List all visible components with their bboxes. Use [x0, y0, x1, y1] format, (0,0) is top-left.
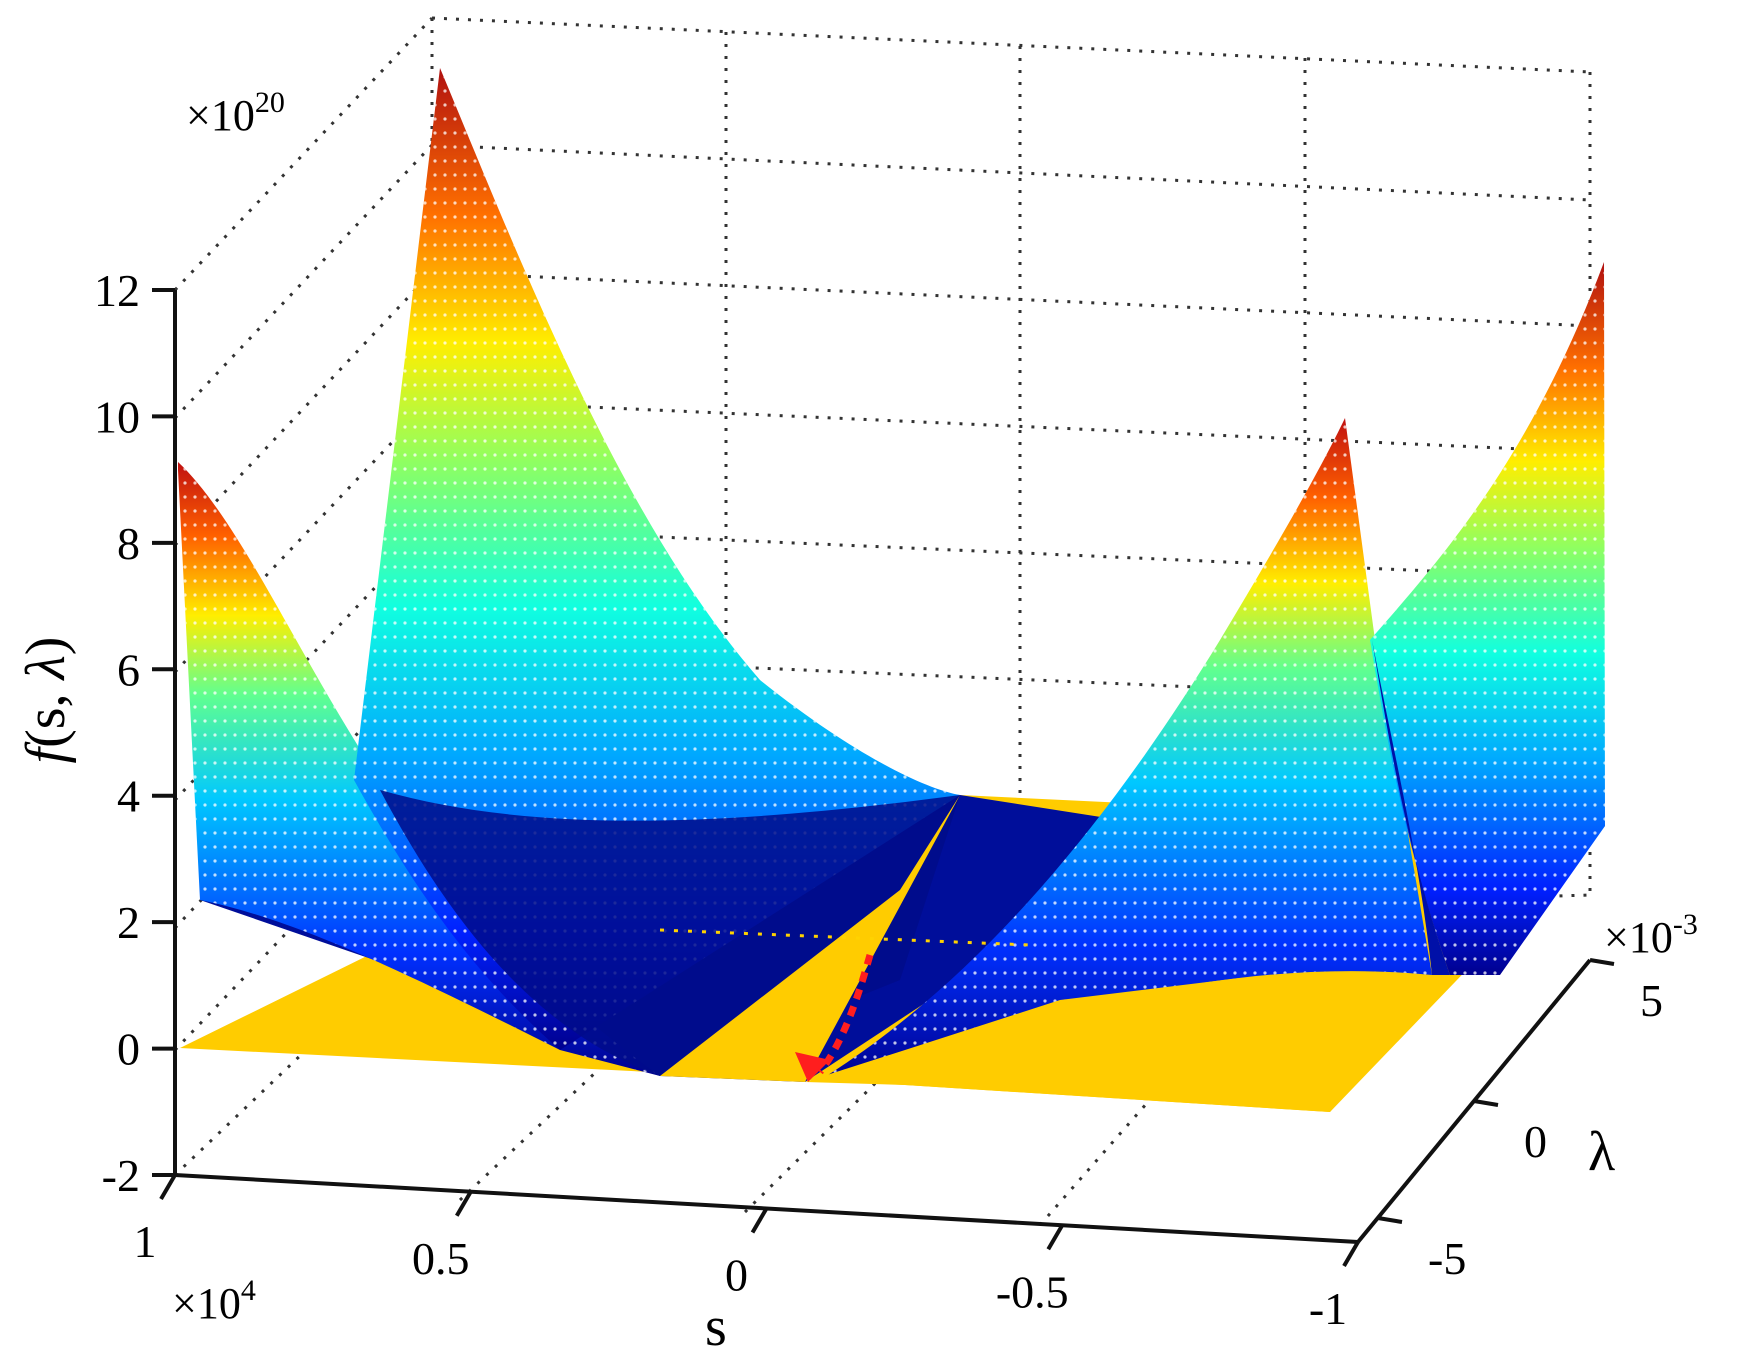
z-tick-label: 12: [94, 265, 140, 316]
y-tick-mark: [1377, 1216, 1403, 1224]
x-exponent-label: ×104: [172, 1274, 256, 1328]
z-tick-label: 0: [117, 1024, 140, 1075]
z-tick-label: 4: [117, 771, 140, 822]
y-tick-label: -5: [1428, 1233, 1466, 1284]
y-axis-title: λ: [1588, 1121, 1615, 1183]
z-tick-label: 6: [117, 644, 140, 695]
x-axis-title: s: [705, 1296, 727, 1358]
x-tick-mark: [750, 1207, 769, 1234]
z-tick-label: -2: [102, 1150, 140, 1201]
surface: [178, 68, 1605, 1112]
x-tick-label: -0.5: [996, 1266, 1069, 1317]
x-tick-mark: [1342, 1240, 1360, 1268]
z-ticks: -2 0 2 4 6 8 10 12: [94, 265, 175, 1201]
x-tick-label: 1: [134, 1216, 157, 1267]
z-tick-label: 2: [117, 897, 140, 948]
x-ticks: 1 0.5 0 -0.5 -1: [134, 1173, 1360, 1334]
x-tick-label: -1: [1309, 1283, 1347, 1334]
z-exponent-label: ×1020: [186, 86, 285, 140]
z-axis-title: f(s, λ): [15, 637, 77, 764]
x-tick-mark: [455, 1190, 473, 1217]
y-exponent-label: ×10-3: [1604, 908, 1698, 962]
y-tick-mark: [1473, 1099, 1499, 1107]
x-tick-mark: [159, 1173, 177, 1201]
x-tick-mark: [1046, 1224, 1064, 1251]
y-ticks: -5 0 5: [1377, 958, 1663, 1284]
x-tick-label: 0: [725, 1250, 748, 1301]
z-tick-label: 10: [94, 391, 140, 442]
x-tick-label: 0.5: [412, 1233, 470, 1284]
y-tick-label: 0: [1524, 1116, 1547, 1167]
y-tick-label: 5: [1640, 975, 1663, 1026]
z-tick-label: 8: [117, 518, 140, 569]
y-tick-mark: [1589, 958, 1615, 966]
